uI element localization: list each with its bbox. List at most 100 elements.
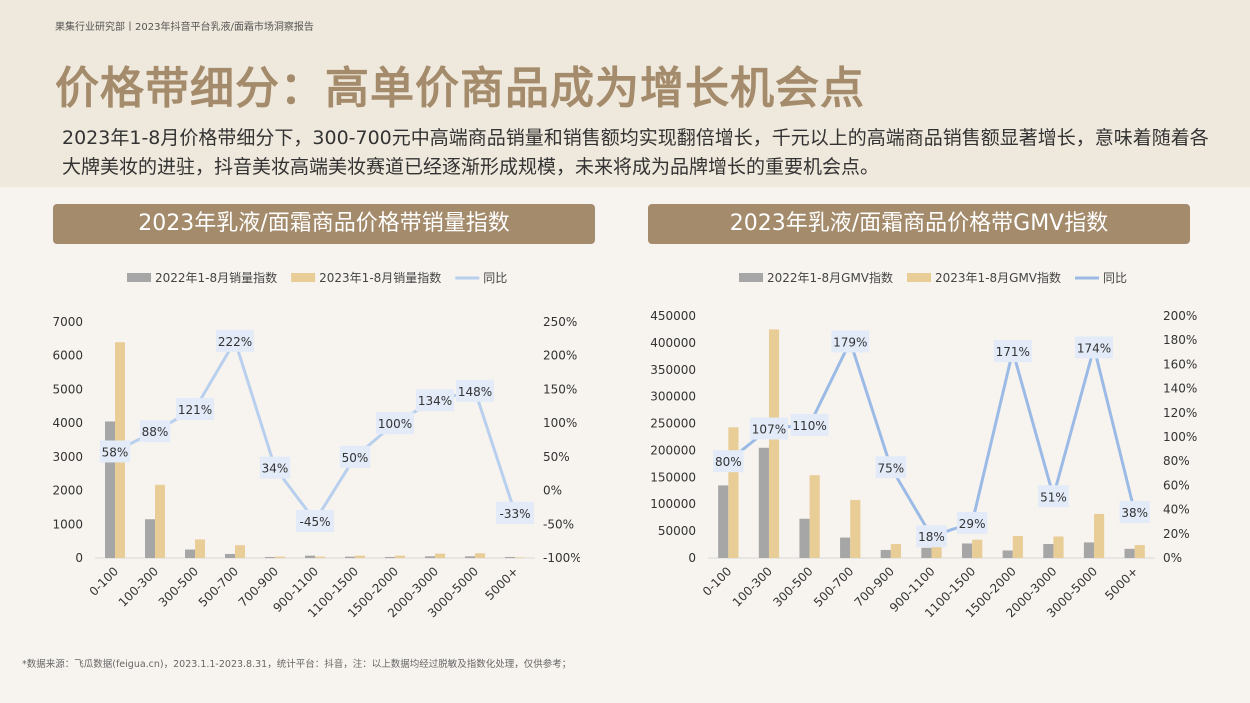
bar-2023 <box>972 539 983 558</box>
growth-label-box <box>875 456 907 479</box>
growth-label: 110% <box>792 419 826 433</box>
y-left-tick: 4000 <box>52 416 83 430</box>
growth-label-box <box>99 440 131 463</box>
y-left-tick: 400000 <box>650 336 696 350</box>
legend-growth-label: 同比 <box>483 271 507 285</box>
x-tick-label: 0-100 <box>87 564 122 599</box>
growth-label-box <box>916 525 947 548</box>
y-left-tick: 150000 <box>650 470 696 484</box>
y-right-tick: 50% <box>543 450 570 464</box>
bar-2022 <box>385 556 395 558</box>
legend-growth-label: 同比 <box>1103 271 1127 285</box>
bar-2022 <box>345 556 355 558</box>
bar-2022 <box>718 485 729 558</box>
growth-label-box <box>993 340 1032 363</box>
bar-2023 <box>395 555 405 558</box>
y-left-tick: 7000 <box>52 315 83 329</box>
bar-2022 <box>799 518 810 558</box>
y-right-tick: 100% <box>543 416 577 430</box>
bar-2022 <box>1124 548 1135 558</box>
bar-2022 <box>425 556 435 558</box>
bar-2023 <box>809 475 820 558</box>
page-title: 价格带细分：高单价商品成为增长机会点 <box>55 63 865 114</box>
x-tick-label: 300-500 <box>770 564 815 609</box>
y-left-tick: 100000 <box>650 497 696 511</box>
growth-label: 107% <box>752 423 786 437</box>
growth-line <box>727 339 1137 538</box>
gmv-chart-title: 2023年乳液/面霜商品价格带GMV指数 <box>648 204 1190 244</box>
growth-label: 34% <box>262 462 289 476</box>
growth-label: 88% <box>142 425 169 439</box>
y-left-tick: 3000 <box>52 450 83 464</box>
x-tick-label: 5000+ <box>1102 564 1141 603</box>
bar-2022 <box>145 519 155 558</box>
growth-label: 58% <box>102 445 129 459</box>
growth-label-box <box>139 420 171 443</box>
y-left-tick: 200000 <box>650 443 696 457</box>
growth-label: 50% <box>342 451 369 465</box>
growth-label-box <box>456 379 494 402</box>
growth-label: 121% <box>178 403 212 417</box>
growth-label: 51% <box>1040 490 1067 504</box>
y-right-tick: 180% <box>1163 333 1197 347</box>
bar-2022 <box>1043 544 1054 558</box>
bar-2023 <box>435 553 445 558</box>
y-right-tick: 20% <box>1163 527 1190 541</box>
bar-2022 <box>840 537 851 558</box>
bar-2023 <box>275 556 285 558</box>
growth-label-box <box>216 329 254 352</box>
growth-label: 29% <box>959 517 986 531</box>
bar-2023 <box>315 556 325 558</box>
bar-2023 <box>768 329 780 558</box>
bar-2022 <box>225 553 235 558</box>
growth-label: 179% <box>833 335 867 349</box>
growth-label-box <box>713 450 744 473</box>
y-left-tick: 5000 <box>52 382 83 396</box>
y-right-tick: 0% <box>543 484 562 498</box>
sales-index-chart: 2022年1-8月销量指数 2023年1-8月销量指数 同比 0 1000 2000 300… <box>52 270 580 620</box>
growth-label: 75% <box>878 461 905 475</box>
bar-2023 <box>475 553 485 558</box>
growth-line <box>114 339 517 523</box>
growth-label: 38% <box>1121 506 1148 520</box>
growth-label-box <box>339 445 371 468</box>
header-band <box>0 0 1250 187</box>
legend-2022-swatch <box>127 273 151 282</box>
bar-2022 <box>265 556 275 558</box>
page-subtitle: 2023年1-8月价格带细分下，300-700元中高端商品销量和销售额均实现翻倍… <box>62 127 1209 178</box>
x-tick-label: 100-300 <box>730 564 775 609</box>
x-tick-label: 5000+ <box>483 564 522 603</box>
y-right-tick: 0% <box>1163 551 1182 565</box>
x-tick-label: 500-700 <box>196 564 241 609</box>
report-source-line: 果集行业研究部丨2023年抖音平台乳液/面霜市场洞察报告 <box>55 22 314 33</box>
growth-label-box <box>259 456 291 479</box>
bar-2023 <box>235 545 245 558</box>
y-left-tick: 350000 <box>650 363 696 377</box>
y-left-tick: 50000 <box>658 524 696 538</box>
growth-label: -33% <box>499 507 530 521</box>
bar-2023 <box>355 555 365 558</box>
bar-2022 <box>961 543 973 558</box>
growth-label-box <box>956 511 988 534</box>
growth-label-box <box>416 389 454 412</box>
y-right-tick: 140% <box>1163 382 1197 396</box>
x-tick-label: 500-700 <box>811 564 856 609</box>
y-left-tick: 2000 <box>52 484 83 498</box>
bar-2023 <box>1134 545 1145 558</box>
bar-2022 <box>465 556 475 558</box>
y-right-tick: 120% <box>1163 406 1197 420</box>
y-right-tick: 200% <box>1163 309 1197 323</box>
legend-2023-label: 2023年1-8月GMV指数 <box>935 270 1061 285</box>
growth-label: 148% <box>458 385 492 399</box>
bar-2022 <box>1002 550 1013 558</box>
y-right-tick: 100% <box>1163 430 1197 444</box>
y-left-tick: 300000 <box>650 390 696 404</box>
x-tick-label: 0-100 <box>700 564 735 599</box>
bar-2022 <box>921 547 932 558</box>
legend-2023-label: 2023年1-8月销量指数 <box>319 270 441 285</box>
bar-2022 <box>880 549 891 558</box>
bar-2022 <box>305 555 315 558</box>
y-left-tick: 6000 <box>52 349 83 363</box>
growth-label: 222% <box>218 335 252 349</box>
growth-label: 171% <box>996 345 1030 359</box>
